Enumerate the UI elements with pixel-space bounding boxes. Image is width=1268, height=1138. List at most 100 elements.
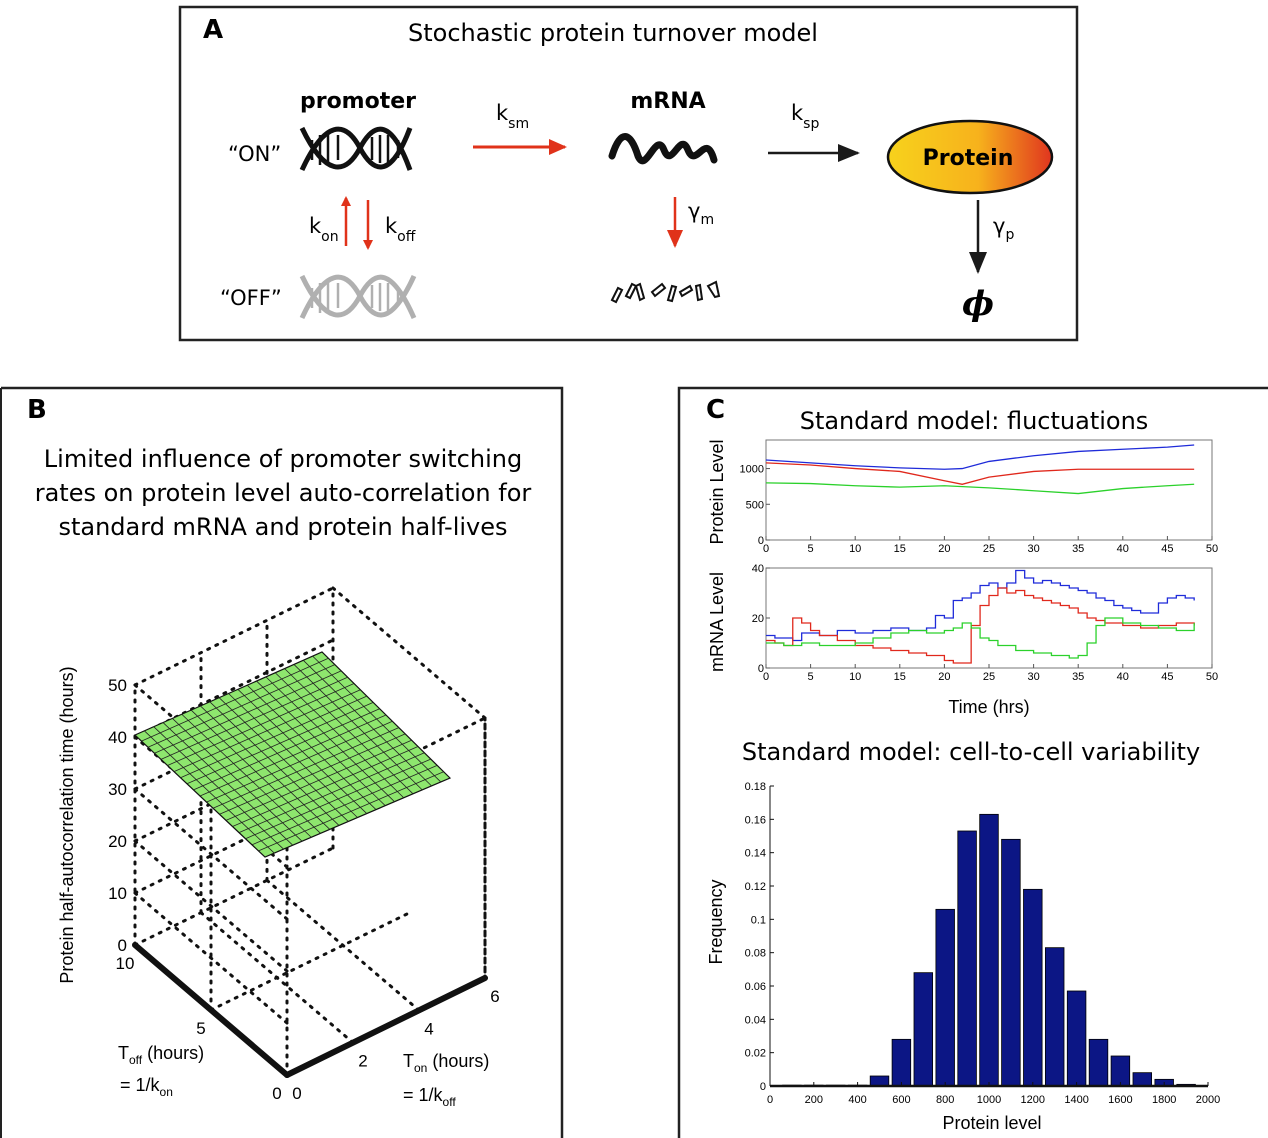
series-line-1 xyxy=(765,462,1195,485)
grid-line xyxy=(133,839,289,973)
time-x-label: Time (hrs) xyxy=(948,697,1029,717)
surface-mesh-line xyxy=(258,771,444,852)
gamma-m-label: γm xyxy=(688,199,714,228)
y-tick-label: 0 xyxy=(758,663,764,675)
y-tick-label: 500 xyxy=(746,499,764,511)
surface-mesh-line xyxy=(303,660,432,787)
x-tick-label: 40 xyxy=(1117,671,1129,683)
histogram-bar xyxy=(891,1038,912,1087)
x-tick-label: 10 xyxy=(849,543,861,555)
histogram-bar xyxy=(1044,947,1065,1087)
histogram-bars xyxy=(782,813,1196,1087)
panel-c-frame xyxy=(677,386,1268,1138)
hist-y-tick-label: 0.14 xyxy=(745,848,766,860)
grid-line xyxy=(133,586,335,687)
x-tick-label: 15 xyxy=(894,543,906,555)
gamma-p-label: γp xyxy=(993,214,1014,243)
x-tick-label: 0 xyxy=(763,671,769,683)
ton-tick-label: 0 xyxy=(292,1084,301,1103)
y-tick-label: 20 xyxy=(752,613,764,625)
grid-line xyxy=(133,891,289,1025)
surface-mesh-line xyxy=(293,664,423,791)
surface-mesh-line xyxy=(238,752,425,833)
x-tick-label: 15 xyxy=(894,671,906,683)
histogram-bar xyxy=(935,908,955,1087)
protein-label: Protein xyxy=(923,146,1014,171)
hist-y-tick-label: 0.06 xyxy=(745,981,766,993)
hist-x-tick-label: 600 xyxy=(892,1094,910,1106)
surface-mesh-line xyxy=(212,727,399,809)
protein-plot-frame xyxy=(765,439,1213,541)
ton-tick-label: 2 xyxy=(358,1052,367,1071)
surface-mesh-line xyxy=(225,739,412,821)
panel-c: C Standard model: fluctuations 0 5 10 15 20 2… xyxy=(677,386,1268,1138)
histogram-axes: 0 200 400 600 800 1000 1200 1400 1600 1800 2000 0 0.… xyxy=(745,781,1221,1106)
z-axis-ticks: 0 10 20 30 40 50 xyxy=(108,676,127,955)
surface-mesh-line xyxy=(274,672,405,799)
toff-tick-label: 0 xyxy=(272,1084,281,1103)
x-tick-label: 20 xyxy=(938,671,950,683)
protein-y-label: Protein Level xyxy=(707,439,727,544)
panel-c-letter: C xyxy=(706,395,725,425)
panel-a-letter: A xyxy=(203,15,223,45)
toff-tick-label: 5 xyxy=(196,1019,205,1038)
ton-axis-equation: = 1/koff xyxy=(403,1085,456,1109)
ton-axis-line xyxy=(284,975,488,1078)
grid-line xyxy=(209,911,411,1012)
panel-b-frame xyxy=(1,386,564,1138)
ton-axis-ticks: 0 2 4 6 xyxy=(292,987,499,1103)
series-line-0 xyxy=(765,444,1195,470)
fluctuations-title: Standard model: fluctuations xyxy=(800,407,1149,435)
grid-line xyxy=(133,846,335,947)
histogram-bar xyxy=(913,972,934,1087)
hist-y-tick-label: 0.18 xyxy=(745,781,766,793)
surface-plot xyxy=(133,651,452,858)
hist-x-tick-label: 1400 xyxy=(1064,1094,1088,1106)
y-tick-label: 0 xyxy=(758,535,764,547)
k-off-label: koff xyxy=(385,214,416,245)
y-tick-label: 40 xyxy=(752,563,764,575)
panel-a: A Stochastic protein turnover model prom… xyxy=(178,5,1079,342)
ton-tick-label: 6 xyxy=(490,987,499,1006)
histogram-bar xyxy=(979,813,999,1087)
x-tick-label: 20 xyxy=(938,543,950,555)
ton-axis-label: Ton (hours) xyxy=(403,1051,489,1075)
variability-title: Standard model: cell-to-cell variability xyxy=(742,738,1200,766)
off-state-label: “OFF” xyxy=(220,286,282,310)
surface-mesh-line xyxy=(232,746,419,827)
hist-x-tick-label: 1600 xyxy=(1108,1094,1132,1106)
panel-a-title: Stochastic protein turnover model xyxy=(408,19,818,47)
x-tick-label: 50 xyxy=(1206,671,1218,683)
grid-line xyxy=(133,794,335,895)
toff-axis-label: Toff (hours) xyxy=(118,1043,204,1067)
hist-y-tick-label: 0 xyxy=(760,1081,766,1093)
panel-b-title-line-1: Limited influence of promoter switching xyxy=(44,445,522,473)
surface-mesh-line xyxy=(219,733,406,815)
hist-x-tick-label: 1200 xyxy=(1021,1094,1045,1106)
degraded-mrna-icon xyxy=(610,280,721,304)
toff-axis-equation: = 1/kon xyxy=(120,1075,173,1099)
surface-mesh-line xyxy=(246,684,377,810)
surface-mesh-line xyxy=(237,689,368,814)
x-tick-label: 25 xyxy=(983,671,995,683)
histogram-y-label: Frequency xyxy=(706,879,726,964)
protein-ellipse xyxy=(886,119,1054,195)
mrna-icon xyxy=(608,133,718,165)
surface-mesh-line xyxy=(265,676,395,802)
toff-tick-label: 10 xyxy=(116,954,135,973)
histogram-bar xyxy=(1132,1072,1153,1087)
protein-series xyxy=(765,444,1195,495)
histogram-bar xyxy=(1110,1055,1131,1087)
z-tick-label: 30 xyxy=(108,780,127,799)
mrna-label: mRNA xyxy=(630,89,705,114)
hist-x-tick-label: 800 xyxy=(936,1094,954,1106)
series-line-2 xyxy=(765,482,1195,495)
hist-y-tick-label: 0.02 xyxy=(745,1048,766,1060)
x-tick-label: 40 xyxy=(1117,543,1129,555)
z-tick-label: 50 xyxy=(108,676,127,695)
x-tick-label: 35 xyxy=(1072,543,1084,555)
grid-line xyxy=(331,586,487,720)
surface-mesh-line xyxy=(284,668,414,795)
hist-x-tick-label: 1800 xyxy=(1152,1094,1176,1106)
